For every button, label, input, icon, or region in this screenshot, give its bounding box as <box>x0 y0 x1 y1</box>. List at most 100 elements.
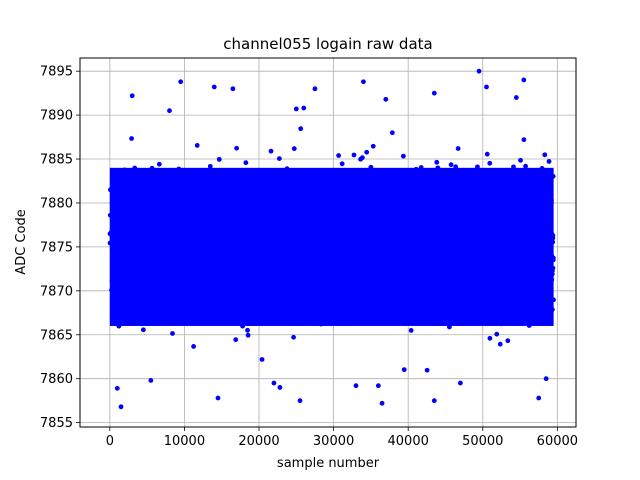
scatter-point <box>198 171 204 176</box>
scatter-point <box>283 232 288 238</box>
scatter-point <box>459 267 465 273</box>
scatter-point <box>351 294 356 300</box>
scatter-point <box>358 234 364 240</box>
scatter-point <box>227 185 233 191</box>
scatter-point <box>526 293 532 299</box>
scatter-point <box>381 260 387 266</box>
scatter-point <box>495 205 501 211</box>
scatter-point <box>450 230 456 236</box>
scatter-point <box>319 258 325 264</box>
scatter-point <box>490 203 496 208</box>
scatter-point <box>519 292 525 298</box>
scatter-point <box>208 289 214 295</box>
scatter-point <box>234 264 240 269</box>
scatter-point <box>278 228 284 234</box>
scatter-point <box>418 165 424 170</box>
scatter-point <box>185 278 191 284</box>
scatter-point <box>337 238 343 243</box>
scatter-point <box>206 238 211 244</box>
scatter-point <box>304 302 310 308</box>
scatter-point <box>234 279 240 285</box>
scatter-point <box>414 231 420 237</box>
scatter-point <box>372 310 378 315</box>
scatter-point <box>537 215 542 220</box>
scatter-point <box>417 274 423 280</box>
scatter-point <box>290 246 296 252</box>
scatter-point <box>228 296 234 302</box>
scatter-point <box>205 183 211 189</box>
scatter-point <box>294 252 300 258</box>
scatter-point <box>500 273 506 278</box>
scatter-point <box>285 294 290 300</box>
scatter-point <box>444 188 450 194</box>
scatter-point <box>291 334 296 340</box>
scatter-point <box>407 286 413 291</box>
scatter-point <box>255 273 261 279</box>
scatter-point <box>147 262 153 268</box>
scatter-point <box>520 203 526 208</box>
scatter-point <box>479 251 485 257</box>
scatter-point <box>503 314 509 320</box>
scatter-point <box>305 228 311 234</box>
scatter-point <box>128 286 133 292</box>
scatter-point <box>508 230 513 236</box>
scatter-point <box>152 238 158 243</box>
scatter-point <box>129 247 135 252</box>
scatter-point <box>467 211 472 217</box>
scatter-point <box>483 207 489 213</box>
scatter-point <box>350 170 356 176</box>
scatter-point <box>489 294 494 300</box>
scatter-point <box>201 178 207 184</box>
scatter-point <box>392 309 398 315</box>
scatter-point <box>434 262 440 268</box>
scatter-point <box>137 236 142 241</box>
x-tick-label: 0 <box>106 434 114 449</box>
scatter-point <box>463 187 468 193</box>
scatter-point <box>279 320 285 326</box>
scatter-point <box>242 250 248 255</box>
scatter-point <box>482 290 488 296</box>
scatter-point <box>359 190 364 195</box>
scatter-point <box>314 288 320 293</box>
scatter-point <box>528 265 534 271</box>
scatter-point <box>247 272 253 278</box>
scatter-point <box>273 217 279 223</box>
scatter-point <box>177 256 182 262</box>
scatter-point <box>422 251 428 257</box>
scatter-point <box>432 236 438 242</box>
scatter-point <box>287 262 293 268</box>
scatter-point <box>305 205 311 211</box>
scatter-point <box>336 153 341 158</box>
scatter-point <box>436 249 441 255</box>
scatter-point <box>142 178 148 184</box>
scatter-point <box>223 218 229 224</box>
scatter-point <box>282 285 287 291</box>
scatter-point <box>450 225 456 231</box>
scatter-point <box>386 259 392 265</box>
scatter-point <box>158 203 164 209</box>
scatter-point <box>421 200 427 206</box>
scatter-point <box>271 260 277 265</box>
scatter-point <box>438 229 444 235</box>
scatter-point <box>158 224 164 230</box>
scatter-point <box>264 175 270 181</box>
scatter-point <box>210 225 216 231</box>
scatter-point <box>109 278 115 284</box>
scatter-point <box>324 259 330 264</box>
scatter-point <box>488 304 494 310</box>
scatter-point <box>286 198 292 204</box>
scatter-point <box>210 178 216 184</box>
scatter-point <box>538 199 544 204</box>
scatter-point <box>390 267 396 273</box>
scatter-point <box>475 240 481 246</box>
x-tick-label: 30000 <box>313 434 354 449</box>
scatter-point <box>221 237 226 243</box>
scatter-point <box>233 268 238 274</box>
scatter-point <box>466 258 471 264</box>
scatter-point <box>141 223 147 229</box>
scatter-point <box>296 278 302 284</box>
scatter-point <box>465 283 471 289</box>
scatter-point <box>330 266 336 271</box>
scatter-point <box>486 276 491 282</box>
scatter-point <box>121 273 127 279</box>
